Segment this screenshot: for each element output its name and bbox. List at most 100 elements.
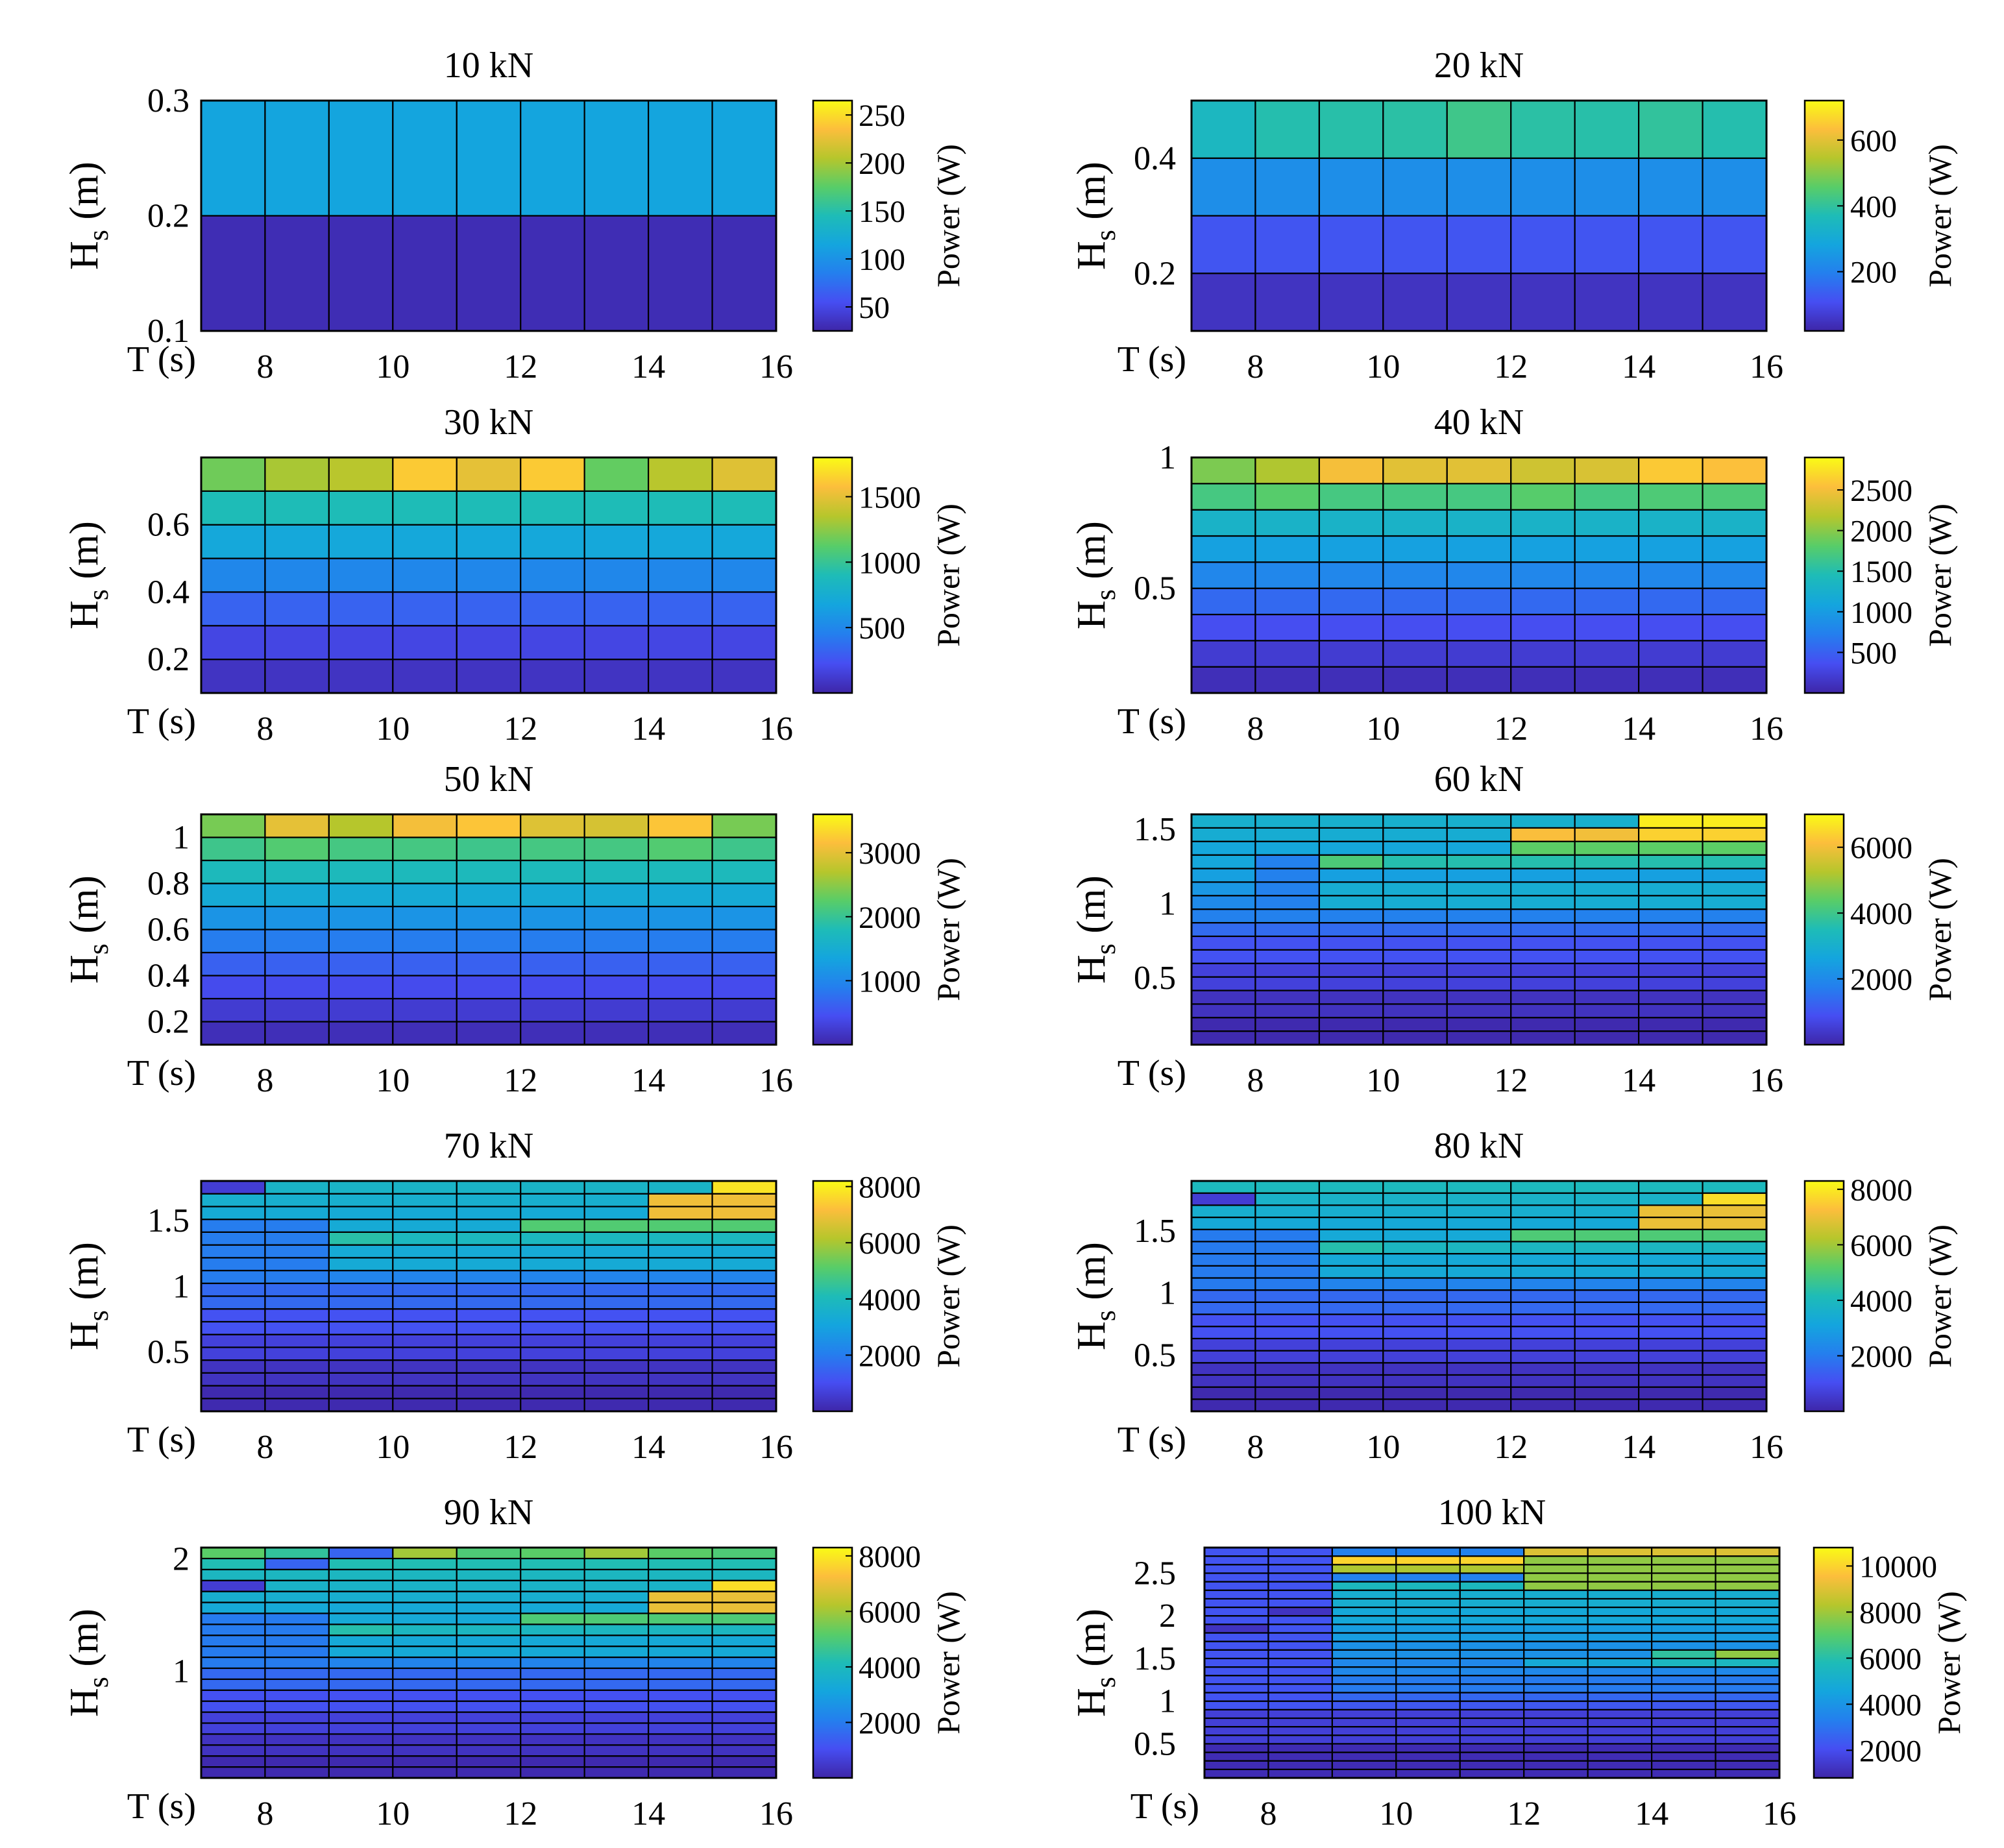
heatmap-cell xyxy=(1382,215,1448,274)
heatmap-cell xyxy=(200,1755,266,1768)
heatmap-cell xyxy=(456,1722,522,1735)
heatmap-cell xyxy=(264,1689,330,1702)
heatmap-cell xyxy=(1254,1017,1320,1032)
heatmap-cell xyxy=(1203,1692,1269,1702)
heatmap-cell xyxy=(1382,1228,1448,1243)
heatmap-cell xyxy=(1318,813,1384,829)
heatmap-cell xyxy=(648,1219,713,1233)
heatmap-cell xyxy=(456,524,522,559)
heatmap-cell xyxy=(392,1667,458,1680)
heatmap-cell xyxy=(1574,509,1640,537)
heatmap-cell xyxy=(1382,1241,1448,1255)
heatmap-cell xyxy=(200,490,266,526)
heatmap-cell xyxy=(1574,1030,1640,1046)
colorbar xyxy=(1803,813,1845,1046)
heatmap-cell xyxy=(456,1711,522,1724)
heatmap-cell xyxy=(1203,1717,1269,1728)
heatmap-cell xyxy=(1587,1564,1653,1574)
heatmap-cell xyxy=(583,1601,650,1614)
x-tick-label: 10 xyxy=(376,1795,409,1832)
heatmap-cell xyxy=(1510,157,1576,217)
heatmap-cell xyxy=(1574,1192,1640,1206)
heatmap-cell xyxy=(392,1282,458,1297)
heatmap-cell xyxy=(711,1244,777,1259)
heatmap-cell xyxy=(1523,1615,1589,1625)
heatmap-cell xyxy=(1267,1700,1333,1710)
x-tick-label: 8 xyxy=(1247,1062,1264,1099)
heatmap-cell xyxy=(1587,1546,1653,1557)
heatmap-cell xyxy=(1702,1241,1768,1255)
heatmap-cell xyxy=(1190,1228,1256,1243)
heatmap-cell xyxy=(711,882,777,908)
heatmap-cell xyxy=(711,1282,777,1297)
x-tick-label: 10 xyxy=(376,348,409,385)
heatmap-cell xyxy=(1267,1708,1333,1720)
heatmap-cell xyxy=(456,1308,522,1323)
heatmap-cell xyxy=(1574,1362,1640,1376)
heatmap-cell xyxy=(583,1333,650,1348)
heatmap-cell xyxy=(456,997,522,1023)
heatmap-cell xyxy=(1638,587,1704,616)
heatmap-cell xyxy=(1459,1615,1525,1625)
heatmap-cell xyxy=(328,1656,394,1670)
heatmap-cell xyxy=(1715,1726,1781,1736)
heatmap-cell xyxy=(1318,1030,1384,1046)
colorbar-tick-label: 6000 xyxy=(1859,1642,1922,1676)
heatmap-cell xyxy=(1510,613,1576,642)
heatmap-cell xyxy=(1395,1700,1461,1710)
heatmap-cell xyxy=(1254,1241,1320,1255)
heatmap-cell xyxy=(648,659,713,694)
heatmap-cell xyxy=(1702,535,1768,563)
heatmap-cell xyxy=(392,813,458,838)
heatmap-cell xyxy=(1715,1666,1781,1677)
heatmap-cell xyxy=(711,1295,777,1310)
heatmap-cell xyxy=(1331,1683,1397,1694)
heatmap-cell xyxy=(1446,990,1512,1005)
heatmap-cell xyxy=(1331,1572,1397,1583)
heatmap-cell xyxy=(264,1333,330,1348)
heatmap-cell xyxy=(711,490,777,526)
heatmap-cell xyxy=(1254,840,1320,856)
heatmap-cell xyxy=(520,975,585,1000)
panel-80-kn: 80 kN 0.5 1 1.5 8 10 12 14 16 T (s) Hs (m) 2000 4000… xyxy=(1069,1126,1958,1466)
heatmap-cell xyxy=(392,1346,458,1361)
heatmap-cell xyxy=(1203,1572,1269,1583)
heatmap-cell xyxy=(1446,962,1512,978)
heatmap-cell xyxy=(1446,456,1512,485)
heatmap-cell xyxy=(1318,1216,1384,1230)
heatmap-cell xyxy=(1446,1277,1512,1291)
heatmap-cell xyxy=(1574,1265,1640,1279)
y-axis-label: Hs (m) xyxy=(62,875,114,984)
heatmap-cell xyxy=(200,1359,266,1374)
heatmap-cell xyxy=(328,1612,394,1625)
heatmap-cell xyxy=(1446,509,1512,537)
heatmap-cell xyxy=(1510,935,1576,951)
heatmap-cell xyxy=(264,859,330,884)
heatmap-cell xyxy=(520,1722,585,1735)
x-tick-label: 10 xyxy=(1366,1429,1400,1466)
heatmap-cell xyxy=(520,1700,585,1713)
heatmap-cell xyxy=(456,1231,522,1246)
heatmap-cell xyxy=(1267,1623,1333,1634)
heatmap-cell xyxy=(456,215,522,332)
heatmap-cell xyxy=(583,1568,650,1581)
colorbar-label: Power (W) xyxy=(930,1591,966,1734)
heatmap-cell xyxy=(520,1601,585,1614)
heatmap-cell xyxy=(1331,1564,1397,1574)
heatmap-cell xyxy=(711,1180,777,1195)
heatmap-cell xyxy=(1523,1666,1589,1677)
heatmap-cell xyxy=(583,1689,650,1702)
heatmap-cell xyxy=(1574,1003,1640,1019)
heatmap-cell xyxy=(520,1398,585,1413)
heatmap-cell xyxy=(1254,483,1320,511)
colorbar-tick-label: 4000 xyxy=(1859,1688,1922,1722)
x-tick-label: 8 xyxy=(1260,1795,1277,1832)
heatmap-cell xyxy=(1446,535,1512,563)
heatmap-cell xyxy=(328,215,394,332)
heatmap-cell xyxy=(1459,1666,1525,1677)
heatmap-cell xyxy=(264,1711,330,1724)
heatmap-cell xyxy=(1382,613,1448,642)
heatmap-cell xyxy=(1395,1640,1461,1651)
heatmap-cell xyxy=(392,1359,458,1374)
heatmap-cell xyxy=(264,1231,330,1246)
